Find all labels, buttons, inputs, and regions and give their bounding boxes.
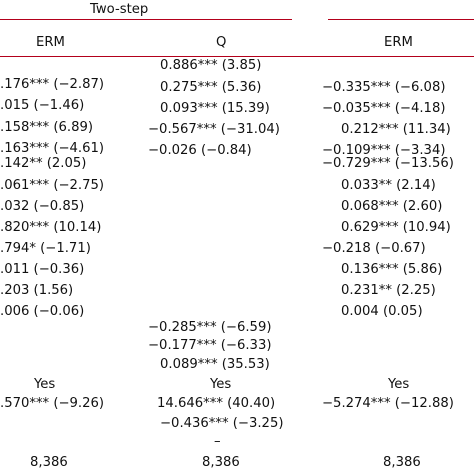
table-cell: .158*** (6.89) [0, 120, 93, 135]
table-cell: .163*** (−4.61) [0, 141, 105, 156]
table-cell: 0.136*** (5.86) [341, 262, 443, 277]
fixed-effects-cell: Yes [210, 377, 232, 392]
group-header: Two-step [90, 2, 149, 17]
column-header-erm-1: ERM [36, 35, 65, 50]
table-cell: −0.218 (−0.67) [322, 241, 426, 256]
table-cell: .794* (−1.71) [0, 241, 91, 256]
fixed-effects-cell: Yes [388, 377, 410, 392]
constant-cell: 14.646*** (40.40) [157, 396, 276, 411]
column-header-q: Q [216, 35, 227, 50]
column-header-erm-2: ERM [384, 35, 413, 50]
table-cell: .006 (−0.06) [0, 304, 85, 319]
table-cell: −0.729*** (−13.56) [322, 156, 454, 171]
table-cell: 0.275*** (5.36) [160, 80, 262, 95]
fixed-effects-cell: Yes [34, 377, 56, 392]
header-top-rule-right [328, 19, 474, 20]
table-cell: .203 (1.56) [0, 283, 74, 298]
table-cell: −0.177*** (−6.33) [148, 338, 272, 353]
table-cell: 0.033** (2.14) [341, 178, 436, 193]
table-cell: .142** (2.05) [0, 156, 87, 171]
table-cell: 0.886*** (3.85) [160, 58, 262, 73]
table-cell: −0.285*** (−6.59) [148, 320, 272, 335]
table-cell: −0.035*** (−4.18) [322, 101, 446, 116]
table-cell: 0.231** (2.25) [341, 283, 436, 298]
constant-cell: −5.274*** (−12.88) [322, 396, 454, 411]
table-cell: −0.335*** (−6.08) [322, 80, 446, 95]
table-cell: −0.026 (−0.84) [148, 143, 252, 158]
table-cell: −0.109*** (−3.34) [322, 143, 446, 158]
constant-cell: .570*** (−9.26) [0, 396, 105, 411]
table-cell: .820*** (10.14) [0, 220, 102, 235]
table-cell: .061*** (−2.75) [0, 178, 105, 193]
observations-cell: 8,386 [30, 455, 68, 470]
table-cell: 0.004 (0.05) [341, 304, 423, 319]
table-cell: .032 (−0.85) [0, 199, 85, 214]
table-cell: −0.567*** (−31.04) [148, 122, 280, 137]
table-cell: .011 (−0.36) [0, 262, 85, 277]
table-cell: 0.068*** (2.60) [341, 199, 443, 214]
table-cell: 0.089*** (35.53) [160, 357, 270, 372]
observations-cell: 8,386 [202, 455, 240, 470]
header-bottom-rule [0, 56, 474, 57]
table-cell: 0.093*** (15.39) [160, 101, 270, 116]
header-top-rule-left [0, 19, 292, 20]
table-cell: 0.212*** (11.34) [341, 122, 451, 137]
table-cell: .015 (−1.46) [0, 98, 85, 113]
table-cell: 0.629*** (10.94) [341, 220, 451, 235]
table-cell-dash: – [214, 434, 221, 449]
table-cell: −0.436*** (−3.25) [160, 416, 284, 431]
observations-cell: 8,386 [383, 455, 421, 470]
table-cell: .176*** (−2.87) [0, 77, 105, 92]
